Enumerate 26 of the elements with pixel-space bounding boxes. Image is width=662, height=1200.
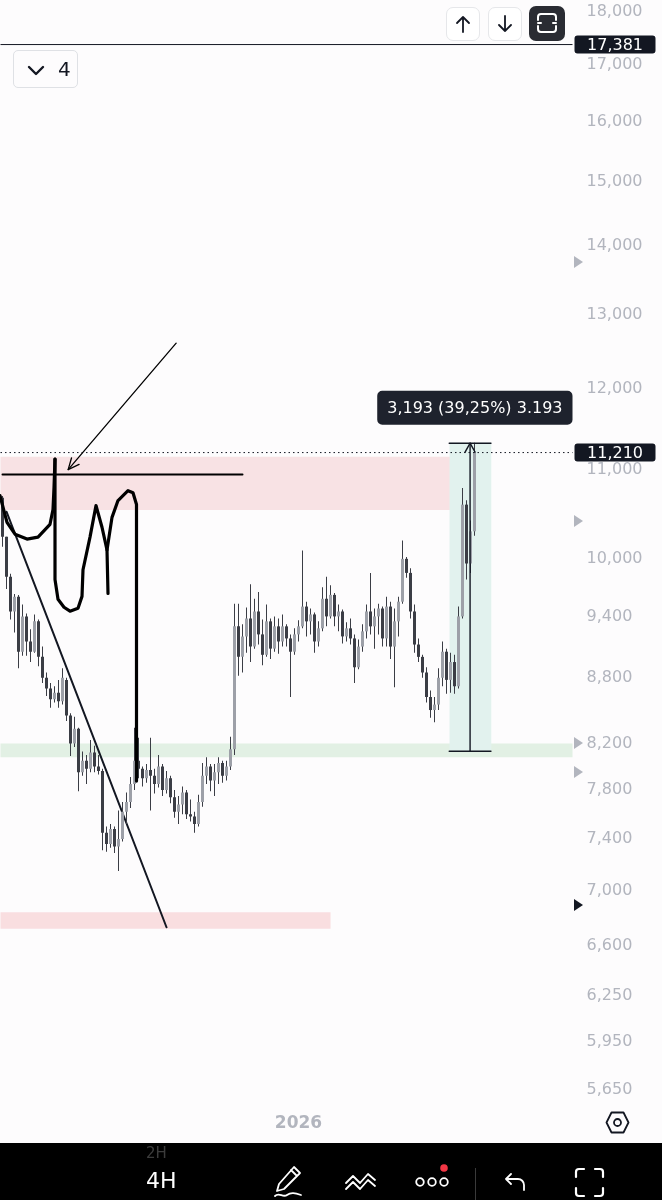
ref-line-label: 11,210 xyxy=(587,442,643,462)
annotation: 4 xyxy=(58,57,71,81)
y-tick-label: 18,000 xyxy=(586,1,643,21)
y-tick-label: 6,250 xyxy=(586,985,633,1005)
y-tick-label: 17,000 xyxy=(586,54,643,74)
toolbar: 2H 4H xyxy=(0,1143,662,1200)
band-label: 3,193 (39,25%) 3.193 xyxy=(387,397,563,417)
y-tick-label: 11,000 xyxy=(586,459,643,479)
y-tick-label: 12,000 xyxy=(586,378,643,398)
y-tick-label: 7,800 xyxy=(586,779,633,799)
y-tick-label: 5,650 xyxy=(586,1079,633,1099)
y-tick-label: 7,000 xyxy=(586,879,633,899)
y-tick-label: 10,000 xyxy=(586,548,643,567)
y-tick-label: 7,400 xyxy=(586,828,633,848)
y-tick-label: 9,400 xyxy=(586,605,633,625)
y-tick-label: 8,800 xyxy=(586,666,633,686)
dropdown: 4 xyxy=(13,50,78,88)
ref-line-label: 17,381 xyxy=(587,34,643,54)
y-tick-label: 6,600 xyxy=(586,934,633,954)
x-tick-label: 2026 xyxy=(274,1111,323,1132)
y-tick-label: 14,000 xyxy=(586,234,643,254)
y-tick-label: 8,200 xyxy=(586,732,633,752)
y-tick-label: 5,950 xyxy=(586,1031,633,1051)
y-tick-label: 16,000 xyxy=(586,110,643,130)
y-tick-label: 13,000 xyxy=(586,303,643,323)
y-tick-label: 15,000 xyxy=(586,170,643,190)
